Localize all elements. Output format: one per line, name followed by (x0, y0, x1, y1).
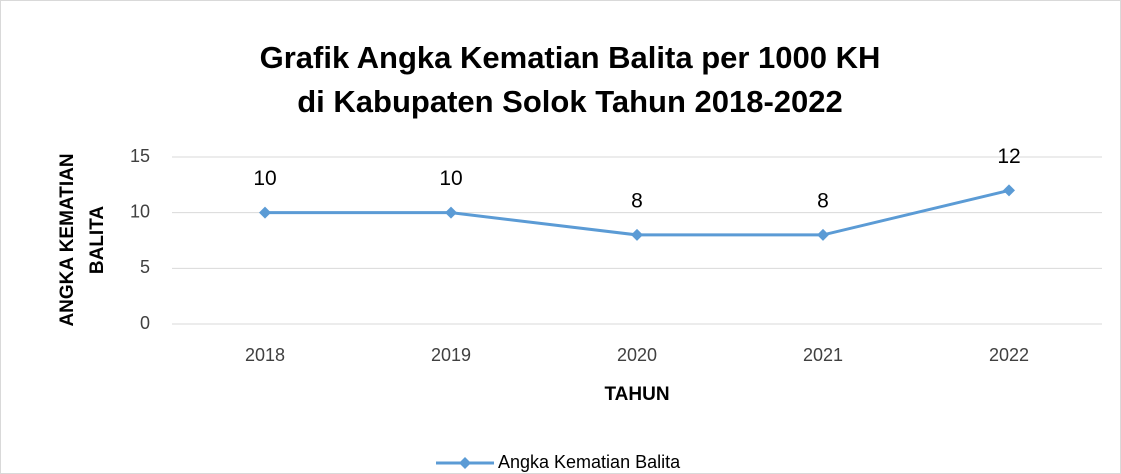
legend-label: Angka Kematian Balita (498, 452, 681, 472)
chart-title: di Kabupaten Solok Tahun 2018-2022 (297, 84, 843, 119)
x-tick-label: 2019 (431, 345, 471, 365)
data-point (631, 228, 643, 241)
data-point (817, 228, 829, 241)
data-label: 8 (631, 189, 643, 212)
chart-title: Grafik Angka Kematian Balita per 1000 KH (260, 40, 881, 75)
x-tick-label: 2018 (245, 345, 285, 365)
data-label: 10 (439, 167, 462, 190)
data-point (1003, 184, 1015, 197)
data-label: 12 (997, 145, 1020, 168)
data-point (445, 206, 457, 219)
data-label: 8 (817, 189, 829, 212)
y-tick-label: 15 (130, 146, 150, 166)
x-tick-label: 2022 (989, 345, 1029, 365)
y-tick-label: 5 (140, 257, 150, 277)
y-tick-label: 0 (140, 313, 150, 333)
x-tick-label: 2020 (617, 345, 657, 365)
data-label: 10 (253, 167, 276, 190)
y-axis-label-line: ANGKA KEMATIAN (57, 153, 78, 326)
y-tick-label: 10 (130, 201, 150, 221)
x-tick-label: 2021 (803, 345, 843, 365)
y-axis-label: ANGKA KEMATIAN BALITA (57, 153, 108, 326)
y-axis-label-line: BALITA (87, 206, 108, 275)
data-point (259, 206, 271, 219)
legend-marker (459, 457, 471, 469)
x-axis-label: TAHUN (604, 384, 669, 405)
